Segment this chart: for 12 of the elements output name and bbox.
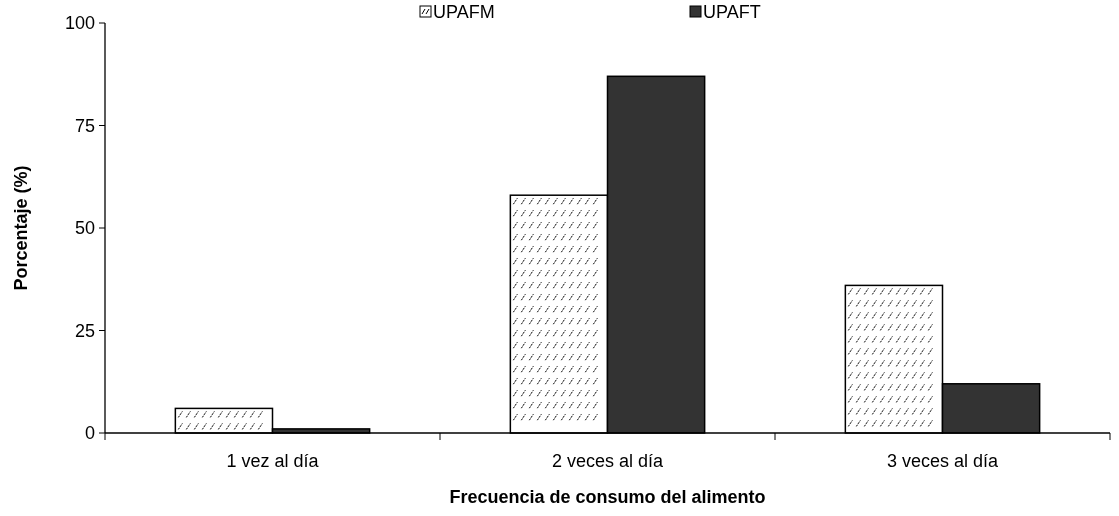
legend-label: UPAFM: [433, 2, 495, 23]
x-tick-label: 3 veces al día: [886, 451, 1000, 471]
y-tick-label: 100: [64, 13, 95, 34]
y-axis-title: Porcentaje (%): [11, 165, 31, 291]
y-tick-label: 25: [74, 320, 95, 341]
y-tick-label: 50: [74, 218, 95, 239]
legend-label: UPAFT: [703, 2, 761, 23]
x-tick-label: 2 veces al día: [551, 451, 665, 471]
y-tick-label: 0: [84, 423, 95, 444]
y-tick-label: 75: [74, 115, 95, 136]
x-axis-title: Frecuencia de consumo del alimento: [449, 487, 766, 507]
x-tick-label: 1 vez al día: [226, 451, 320, 471]
